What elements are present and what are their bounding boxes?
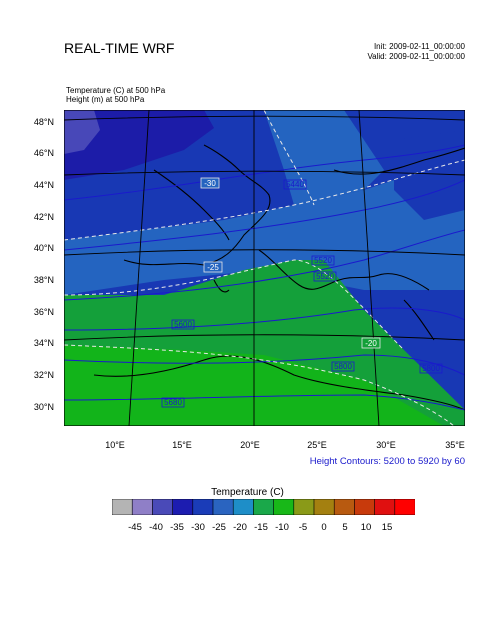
- height-label-c: 5680: [164, 398, 182, 407]
- colorbar-label: -5: [298, 522, 308, 533]
- colorbar-label: -25: [212, 522, 226, 533]
- colorbar-swatch: [152, 499, 174, 515]
- page-title: REAL-TIME WRF: [64, 40, 175, 56]
- colorbar-swatch: [112, 499, 133, 515]
- colorbar-swatch: [293, 499, 315, 515]
- lat-label: 34°N: [33, 338, 54, 348]
- height-label-f: 5800: [422, 364, 440, 373]
- height-label-e: 5520: [316, 272, 334, 281]
- colorbar-swatch: [253, 499, 275, 515]
- colorbar-label: -35: [170, 522, 184, 533]
- colorbar-swatch: [273, 499, 295, 515]
- colorbar-swatch: [212, 499, 234, 515]
- colorbar-title: Temperature (C): [211, 487, 284, 498]
- lon-label: 20°E: [240, 440, 260, 450]
- temp-label-a: -30: [204, 179, 216, 188]
- height-label-a: 5440: [286, 180, 304, 189]
- lon-label: 25°E: [307, 440, 327, 450]
- lon-label: 35°E: [445, 440, 465, 450]
- colorbar-swatch: [172, 499, 194, 515]
- lat-label: 48°N: [33, 117, 54, 127]
- lat-label: 32°N: [33, 370, 54, 380]
- colorbar-swatch: [232, 499, 254, 515]
- height-field-label: Height (m) at 500 hPa: [66, 95, 145, 104]
- temperature-band-east: [394, 130, 465, 220]
- colorbar-label: -45: [128, 522, 142, 533]
- init-time: Init: 2009-02-11_00:00:00: [373, 42, 465, 51]
- colorbar-label: -15: [254, 522, 268, 533]
- temperature-contours: [64, 110, 465, 426]
- lat-label: 30°N: [33, 402, 54, 412]
- height-label-d: 5800: [334, 362, 352, 371]
- colorbar-swatch: [374, 499, 396, 515]
- colorbar-label: -10: [275, 522, 289, 533]
- temperature-colorbar: [112, 499, 415, 515]
- lat-label: 36°N: [33, 307, 54, 317]
- colorbar-swatch: [333, 499, 355, 515]
- lat-label: 40°N: [33, 243, 54, 253]
- temperature-field-label: Temperature (C) at 500 hPa: [66, 86, 166, 95]
- lat-label: 38°N: [33, 275, 54, 285]
- colorbar-swatch: [192, 499, 214, 515]
- colorbar-label: 10: [360, 522, 372, 533]
- colorbar-swatch: [354, 499, 376, 515]
- height-contours: [64, 144, 465, 411]
- temperature-band-upper: [264, 110, 384, 205]
- lon-label: 30°E: [376, 440, 396, 450]
- colorbar-label: 5: [342, 522, 348, 533]
- coastlines: [93, 144, 465, 411]
- lat-label: 42°N: [33, 212, 54, 222]
- colorbar-label: 15: [381, 522, 393, 533]
- cold-region: [64, 110, 214, 180]
- graticule: [64, 110, 465, 426]
- height-contours-note: Height Contours: 5200 to 5920 by 60: [309, 456, 465, 467]
- colorbar-label: 0: [321, 522, 327, 533]
- temp-label-c: -20: [365, 339, 377, 348]
- colorbar-swatch: [394, 499, 415, 515]
- temp-label-b: -25: [207, 263, 219, 272]
- lon-label: 15°E: [172, 440, 192, 450]
- weather-map: -30 -25 -20 5440 5600 5680 5800 5520 580…: [64, 110, 465, 426]
- lon-label: 10°E: [105, 440, 125, 450]
- coldest-region: [64, 110, 100, 154]
- height-label-b: 5600: [174, 320, 192, 329]
- valid-time: Valid: 2009-02-11_00:00:00: [367, 52, 465, 61]
- colorbar-label: -40: [149, 522, 163, 533]
- colorbar-label: -20: [233, 522, 247, 533]
- height-label-g: 5520: [314, 256, 332, 265]
- lat-label: 44°N: [33, 180, 54, 190]
- lat-label: 46°N: [33, 148, 54, 158]
- colorbar-swatch: [131, 499, 153, 515]
- colorbar-label: -30: [191, 522, 205, 533]
- colorbar-swatch: [313, 499, 335, 515]
